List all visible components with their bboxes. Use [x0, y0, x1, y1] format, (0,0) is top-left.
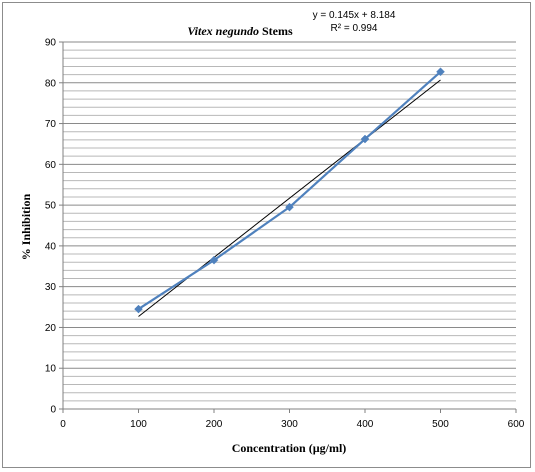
axes-layer [62, 42, 516, 410]
x-tick-label: 400 [357, 419, 374, 430]
chart-title-italic: Vitex negundo [187, 24, 259, 38]
trendline-equation: y = 0.145x + 8.184 [313, 10, 396, 21]
x-axis-title: Concentration (µg/ml) [232, 441, 347, 455]
series-layer [134, 67, 445, 314]
y-tick-label: 60 [45, 160, 57, 171]
x-tick-label: 300 [281, 419, 298, 430]
y-tick-label: 80 [45, 78, 57, 89]
data-point [360, 134, 370, 144]
y-tick-label: 40 [45, 241, 57, 252]
chart-frame: 0 10 20 30 40 50 60 70 80 90 0 100 200 300 400 500 600 V… [2, 2, 531, 468]
chart-svg: 0 10 20 30 40 50 60 70 80 90 0 100 200 300 400 500 600 V… [19, 10, 525, 455]
y-tick-label: 70 [45, 119, 57, 130]
trendline-r2: R² = 0.994 [331, 23, 378, 34]
data-point [134, 304, 143, 314]
x-tick-label: 600 [508, 419, 525, 430]
x-tick-label: 200 [206, 419, 223, 430]
data-point [209, 255, 219, 265]
y-tick-label: 0 [50, 405, 56, 416]
x-tick-label: 100 [130, 419, 147, 430]
ticks-layer: 0 10 20 30 40 50 60 70 80 90 0 100 200 300 400 500 600 [45, 38, 525, 431]
y-tick-label: 10 [45, 364, 57, 375]
y-tick-label: 50 [45, 201, 57, 212]
chart-title-rest: Stems [259, 24, 293, 38]
y-tick-label: 20 [45, 323, 57, 334]
x-tick-label: 0 [60, 419, 66, 430]
data-point [436, 67, 445, 77]
data-point [285, 202, 294, 212]
grid-layer [63, 41, 516, 402]
chart-title: Vitex negundo Stems [187, 24, 293, 38]
x-tick-label: 500 [432, 419, 449, 430]
y-tick-label: 90 [45, 38, 57, 49]
y-axis-title: % Inhibition [19, 193, 33, 260]
y-tick-label: 30 [45, 282, 57, 293]
